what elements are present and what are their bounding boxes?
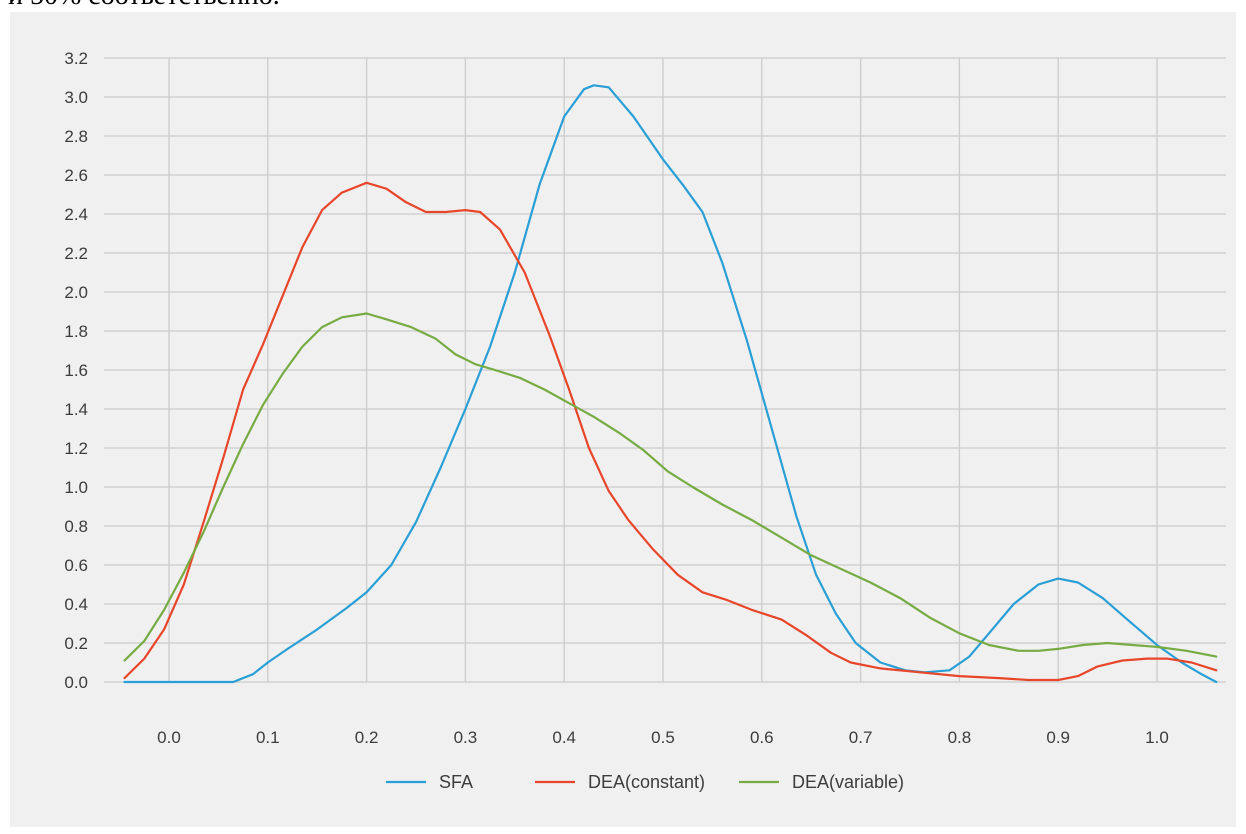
series-line-3 — [123, 312, 1218, 662]
y-tick-label: 0.0 — [64, 673, 88, 692]
x-tick-label: 1.0 — [1145, 728, 1169, 747]
chart-panel: 0.0 0.2 0.4 0.6 0.8 1.0 1.2 1.4 1.6 1.8 2.0 2.2 2.4 2… — [10, 12, 1236, 827]
y-tick-label: 3.0 — [64, 88, 88, 107]
x-tick-label: 0.0 — [157, 728, 181, 747]
y-tick-label: 2.8 — [64, 127, 88, 146]
series-line-1 — [123, 84, 1218, 684]
y-tick-label: 0.8 — [64, 517, 88, 536]
y-tick-label: 1.8 — [64, 322, 88, 341]
x-tick-label: 0.3 — [454, 728, 478, 747]
y-tick-label: 1.4 — [64, 400, 88, 419]
x-tick-label: 0.9 — [1046, 728, 1070, 747]
y-tick-label: 2.4 — [64, 205, 88, 224]
y-tick-label: 0.6 — [64, 556, 88, 575]
x-tick-label: 0.2 — [355, 728, 379, 747]
y-tick-label: 2.2 — [64, 244, 88, 263]
line-chart: 0.0 0.2 0.4 0.6 0.8 1.0 1.2 1.4 1.6 1.8 2.0 2.2 2.4 2… — [64, 49, 1226, 792]
x-tick-label: 0.4 — [552, 728, 576, 747]
x-tick-label: 0.6 — [750, 728, 774, 747]
y-tick-label: 2.6 — [64, 166, 88, 185]
x-tick-label: 0.5 — [651, 728, 675, 747]
y-tick-label: 3.2 — [64, 49, 88, 68]
y-tick-label: 1.6 — [64, 361, 88, 380]
y-tick-label: 1.2 — [64, 439, 88, 458]
x-tick-label: 0.8 — [948, 728, 972, 747]
y-tick-label: 1.0 — [64, 478, 88, 497]
series-line-2 — [123, 181, 1218, 682]
x-tick-label: 0.1 — [256, 728, 280, 747]
legend-label-1: SFA — [439, 772, 473, 792]
legend-label-2: DEA(constant) — [588, 772, 705, 792]
document-text: и 50% соответственно. — [8, 0, 280, 12]
y-tick-label: 2.0 — [64, 283, 88, 302]
y-tick-label: 0.2 — [64, 634, 88, 653]
legend-label-3: DEA(variable) — [792, 772, 904, 792]
y-tick-label: 0.4 — [64, 595, 88, 614]
x-tick-label: 0.7 — [849, 728, 873, 747]
